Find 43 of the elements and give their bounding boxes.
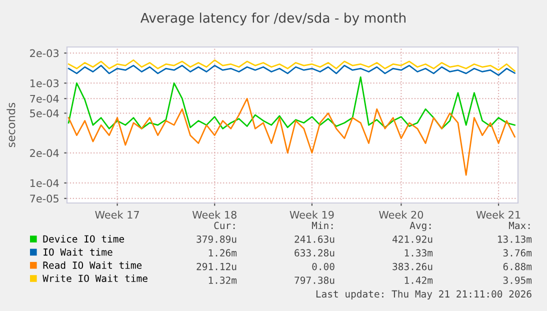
line-series [68, 64, 516, 76]
x-tick-label: Week 18 [192, 210, 236, 219]
y-tick-label: 7e-04 [30, 94, 59, 103]
y-tick-label: 2e-03 [30, 49, 59, 58]
text: Max: [508, 222, 530, 230]
line-series [68, 59, 516, 72]
x-tick-label: Week 17 [95, 210, 139, 219]
text: Min: [312, 222, 333, 230]
text: 6.88m [503, 262, 532, 270]
text: 241.63u [294, 235, 334, 243]
y-tick-label: 2e-04 [30, 149, 59, 158]
text: 0.00 [312, 262, 334, 270]
text: 383.26u [392, 262, 432, 270]
legend-label: IO Wait time [44, 248, 112, 256]
text: 291.12u [196, 262, 236, 270]
text: Last update: Thu May 21 21:11:00 2026 [316, 290, 532, 300]
text: 1.42m [404, 276, 433, 284]
text: 797.38u [294, 276, 334, 284]
text: 1.33m [404, 249, 433, 257]
legend-label: Write IO Wait time [42, 274, 148, 282]
y-tick-label: 7e-05 [30, 194, 58, 203]
x-tick-label: Week 19 [290, 210, 334, 219]
legend-label: Device IO time [43, 235, 124, 243]
text: 13.13m [498, 235, 532, 243]
text: 379.89u [196, 235, 236, 243]
y-axis-title: seconds [6, 102, 16, 148]
y-tick-label: 1e-03 [30, 79, 59, 88]
text: 3.95m [503, 276, 532, 284]
text: Cur: [214, 222, 235, 230]
chart-title: Average latency for /dev/sda - by month [140, 12, 406, 26]
y-tick-label: 1e-04 [30, 179, 59, 188]
line-series [68, 98, 516, 176]
text: 3.76m [503, 249, 532, 257]
text: 633.28u [294, 249, 334, 257]
text: 1.26m [208, 249, 237, 257]
text: 1.32m [208, 276, 237, 284]
y-tick-label: 5e-04 [30, 109, 59, 118]
x-tick-label: Week 20 [378, 210, 424, 219]
x-tick-label: Week 21 [476, 210, 520, 219]
text: 421.92u [392, 235, 432, 243]
line-series [68, 76, 516, 130]
legend-label: Read IO Wait time [43, 261, 142, 269]
text: Avg: [410, 222, 431, 232]
